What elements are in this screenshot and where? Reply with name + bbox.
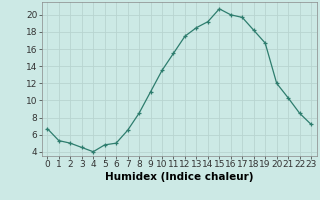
X-axis label: Humidex (Indice chaleur): Humidex (Indice chaleur)	[105, 172, 253, 182]
